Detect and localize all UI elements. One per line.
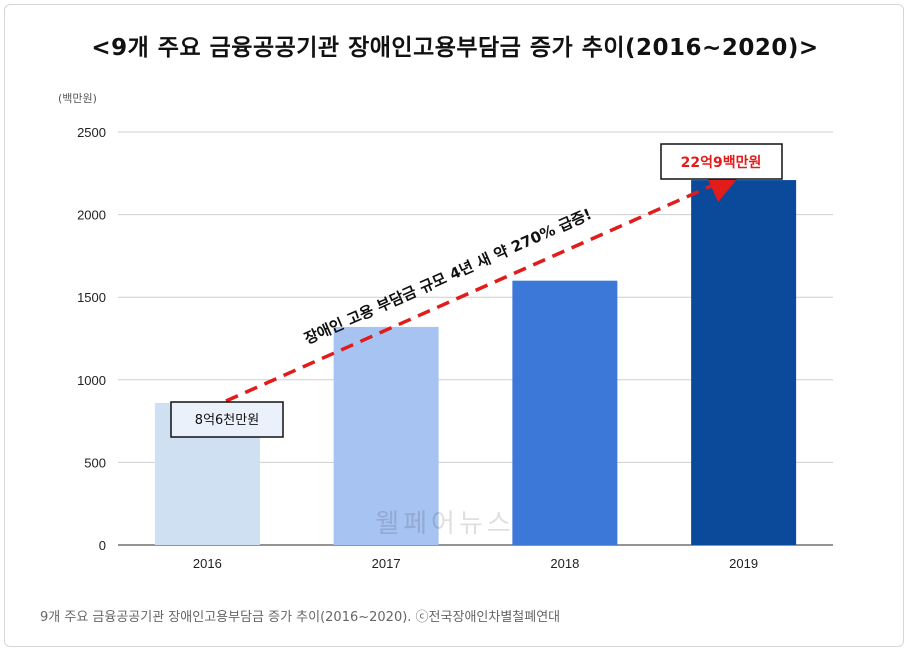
callout-2019: 22억9백만원 — [660, 143, 783, 180]
y-tick-label: 2500 — [77, 125, 106, 140]
watermark: 웰페어뉴스 — [375, 509, 515, 539]
y-tick-label: 2000 — [77, 208, 106, 223]
y-tick-label: 1500 — [77, 290, 106, 305]
x-tick-label: 2019 — [729, 556, 758, 571]
trend-arrow — [225, 170, 743, 403]
y-tick-label: 1000 — [77, 373, 106, 388]
y-tick-label: 0 — [99, 538, 106, 553]
callout-2019-text: 22억9백만원 — [681, 155, 762, 171]
bar-2017 — [333, 326, 439, 545]
y-unit-label: (백만원) — [58, 92, 97, 105]
bar-2019 — [691, 180, 797, 546]
page-title: <9개 주요 금융공공기관 장애인고용부담금 증가 추이(2016~2020)> — [91, 35, 819, 61]
x-tick-label: 2016 — [193, 556, 222, 571]
x-tick-label: 2017 — [372, 556, 401, 571]
callout-2016-text: 8억6천만원 — [195, 413, 259, 428]
callout-2016: 8억6천만원 — [170, 401, 284, 438]
figure-caption: 9개 주요 금융공공기관 장애인고용부담금 증가 추이(2016~2020). … — [40, 610, 561, 625]
bar-2018 — [512, 280, 618, 545]
y-tick-label: 500 — [84, 455, 106, 470]
x-tick-label: 2018 — [550, 556, 579, 571]
